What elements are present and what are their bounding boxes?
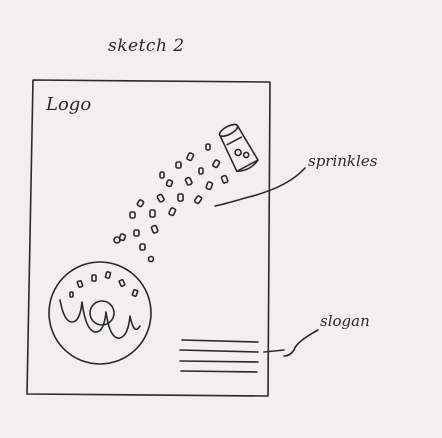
- logo-placeholder: Logo: [46, 94, 92, 115]
- salt-shaker-icon: [218, 123, 259, 173]
- sprinkles-callout-line: [214, 167, 306, 207]
- sketch-title: sketch 2: [108, 36, 185, 56]
- donut-icon: [48, 261, 152, 365]
- sprinkles-label: sprinkles: [308, 152, 378, 170]
- poster-frame: [26, 79, 271, 397]
- sprinkles-stream: [113, 143, 229, 263]
- slogan-label: slogan: [320, 312, 370, 330]
- slogan-callout-line: [283, 329, 319, 357]
- slogan-lines: [179, 339, 259, 373]
